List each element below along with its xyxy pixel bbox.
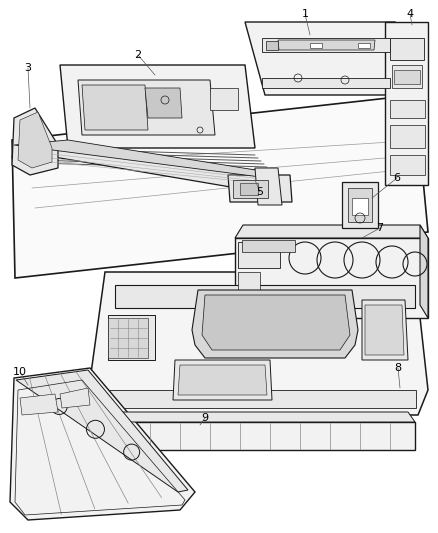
Text: 8: 8 bbox=[395, 363, 402, 373]
Polygon shape bbox=[278, 40, 375, 50]
Text: 5: 5 bbox=[257, 187, 264, 197]
Polygon shape bbox=[228, 175, 292, 202]
Text: 2: 2 bbox=[134, 50, 141, 60]
Polygon shape bbox=[362, 300, 408, 360]
Polygon shape bbox=[238, 272, 260, 312]
Polygon shape bbox=[178, 365, 267, 395]
Polygon shape bbox=[88, 272, 428, 415]
Polygon shape bbox=[10, 368, 195, 520]
Polygon shape bbox=[108, 315, 155, 360]
Text: 9: 9 bbox=[201, 413, 208, 423]
Polygon shape bbox=[262, 38, 390, 52]
Polygon shape bbox=[12, 95, 428, 278]
Polygon shape bbox=[394, 70, 420, 84]
Text: 7: 7 bbox=[376, 223, 384, 233]
Polygon shape bbox=[60, 65, 255, 148]
Polygon shape bbox=[348, 188, 372, 222]
Polygon shape bbox=[60, 388, 90, 408]
Polygon shape bbox=[145, 88, 182, 118]
Polygon shape bbox=[262, 78, 390, 88]
Polygon shape bbox=[108, 318, 148, 358]
Text: 10: 10 bbox=[13, 367, 27, 377]
Polygon shape bbox=[420, 225, 428, 318]
Polygon shape bbox=[365, 305, 404, 355]
Polygon shape bbox=[82, 85, 148, 130]
Polygon shape bbox=[392, 65, 422, 88]
Polygon shape bbox=[245, 22, 415, 95]
Polygon shape bbox=[240, 183, 258, 195]
Polygon shape bbox=[390, 100, 425, 118]
Polygon shape bbox=[390, 38, 424, 60]
Polygon shape bbox=[235, 238, 428, 318]
Polygon shape bbox=[85, 412, 415, 422]
Polygon shape bbox=[14, 140, 268, 178]
Polygon shape bbox=[233, 180, 268, 198]
Polygon shape bbox=[235, 225, 428, 238]
Text: 1: 1 bbox=[301, 9, 308, 19]
Polygon shape bbox=[202, 295, 350, 350]
Polygon shape bbox=[390, 125, 425, 148]
Polygon shape bbox=[192, 290, 358, 358]
Polygon shape bbox=[115, 285, 415, 308]
Text: 6: 6 bbox=[393, 173, 400, 183]
Polygon shape bbox=[85, 422, 415, 450]
Polygon shape bbox=[255, 168, 282, 205]
Polygon shape bbox=[108, 390, 416, 408]
Polygon shape bbox=[173, 360, 272, 400]
Polygon shape bbox=[12, 108, 58, 175]
Polygon shape bbox=[310, 43, 322, 48]
Polygon shape bbox=[20, 394, 58, 415]
Polygon shape bbox=[18, 112, 52, 168]
Polygon shape bbox=[12, 145, 268, 192]
Polygon shape bbox=[78, 80, 215, 135]
Polygon shape bbox=[342, 182, 378, 228]
Polygon shape bbox=[358, 43, 370, 48]
Polygon shape bbox=[16, 370, 188, 492]
Polygon shape bbox=[238, 242, 280, 268]
Polygon shape bbox=[242, 240, 295, 252]
Polygon shape bbox=[385, 22, 428, 185]
Text: 3: 3 bbox=[25, 63, 32, 73]
Polygon shape bbox=[352, 198, 368, 215]
Polygon shape bbox=[390, 155, 425, 175]
Polygon shape bbox=[210, 88, 238, 110]
Polygon shape bbox=[266, 41, 278, 50]
Text: 4: 4 bbox=[406, 9, 413, 19]
